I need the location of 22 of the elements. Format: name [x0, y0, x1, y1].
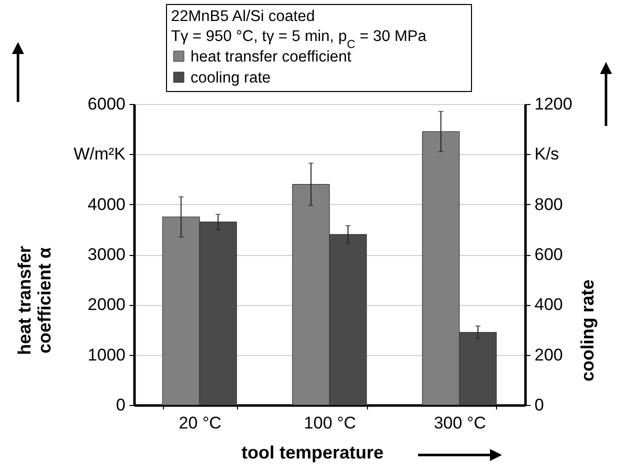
y-tick-label: 3000	[88, 245, 126, 264]
y-tick-label: 2000	[88, 295, 126, 314]
x-tick-label: 300 °C	[434, 414, 486, 432]
y-tick-label: 1000	[88, 345, 126, 364]
y-tick-label: W/m²K	[74, 144, 126, 164]
y-axis-title: heat transfer coefficient α	[14, 246, 54, 356]
y-tick-label: 0	[116, 396, 126, 414]
x-axis-title: tool temperature	[241, 442, 384, 462]
x-tick-label: 20 °C	[178, 414, 222, 432]
y2-tick-label: 0	[534, 396, 544, 414]
y2-tick-label: 400	[534, 295, 563, 314]
legend-label: heat transfer coefficient	[190, 48, 352, 66]
x-tick-label: 100 °C	[304, 414, 356, 432]
y2-tick-label: 600	[534, 245, 563, 264]
y2-tick-label: 200	[534, 345, 563, 364]
y2-tick-label: 800	[534, 194, 563, 214]
legend-label: cooling rate	[190, 69, 271, 86]
y2-tick-label: K/s	[534, 144, 560, 164]
y-tick-label: 4000	[88, 194, 126, 214]
y2-tick-label: 1200	[534, 94, 572, 114]
y2-axis-title: cooling rate	[578, 279, 598, 382]
y-tick-label: 6000	[88, 94, 126, 114]
